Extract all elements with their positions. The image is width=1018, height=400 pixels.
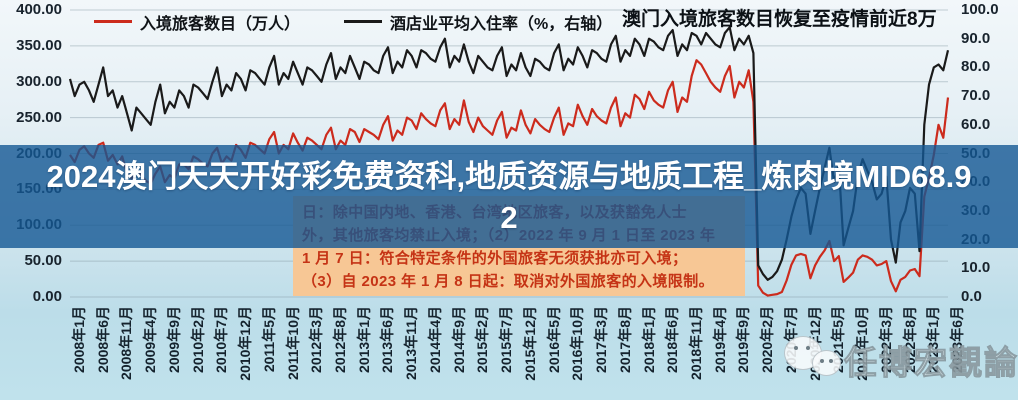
x-tick-label: 2014年9月: [450, 306, 467, 373]
watermark: 任博宏觀論道: [782, 330, 1018, 390]
banner-text-line1: 2024澳门天天开好彩免费资科,地质资源与地质工程_炼肉境MID68.9: [46, 159, 972, 194]
chart-title: 澳门入境旅客数目恢复至疫情前近8万: [622, 9, 937, 30]
x-tick-label: 2008年1月: [71, 306, 87, 373]
x-tick-label: 2013年6月: [379, 306, 396, 373]
x-tick-label: 2015年12月: [521, 306, 538, 381]
x-tick-label: 2017年8月: [616, 306, 633, 373]
visitors-series-label: 入境旅客数目（万人）: [140, 16, 301, 33]
y-right-tick-label: 80.0: [961, 58, 991, 76]
y-left-tick-label: 250.00: [16, 108, 62, 126]
occupancy-series-label: 酒店业平均入住率（%，右轴）: [390, 16, 613, 33]
x-tick-label: 2015年7月: [498, 306, 515, 373]
x-tick-label: 2019年4月: [711, 306, 728, 373]
wechat-bubble-small: [812, 350, 841, 376]
wechat-eye: [806, 346, 810, 350]
x-tick-label: 2017年3月: [593, 306, 610, 373]
x-tick-label: 2012年3月: [308, 306, 325, 373]
wechat-eye: [820, 359, 824, 363]
annotation-line: （3）自 2023 年 1 月 8 日起：取消对外国旅客的入境限制。: [302, 273, 715, 290]
y-right-tick-label: 90.0: [961, 29, 991, 47]
x-tick-label: 2018年1月: [640, 306, 657, 373]
x-tick-label: 2014年4月: [426, 306, 443, 373]
y-left-tick-label: 400.00: [16, 1, 62, 18]
x-tick-label: 2009年9月: [165, 306, 182, 373]
visitors-series-swatch: [94, 20, 132, 23]
annotation-line: 1 月 7 日：符合特定条件的外国旅客无须获批亦可入境；: [302, 250, 688, 267]
x-tick-label: 2010年7月: [213, 306, 230, 373]
x-tick-label: 2013年11月: [403, 306, 420, 380]
x-tick-label: 2020年2月: [759, 306, 776, 373]
occupancy-series-swatch: [344, 20, 382, 23]
x-tick-label: 2008年11月: [118, 306, 135, 380]
y-left-tick-label: 300.00: [16, 72, 62, 90]
x-tick-label: 2010年2月: [189, 306, 206, 373]
y-right-tick-label: 100.0: [961, 1, 999, 18]
y-right-tick-label: 10.0: [961, 259, 991, 277]
x-tick-label: 2013年1月: [355, 306, 372, 373]
x-tick-label: 2011年5月: [260, 306, 277, 373]
y-right-tick-label: 60.0: [961, 115, 991, 133]
legend: 入境旅客数目（万人） 酒店业平均入住率（%，右轴）: [0, 6, 1018, 33]
banner-text-line2: 2: [500, 200, 518, 235]
x-tick-label: 2011年10月: [284, 306, 301, 380]
x-tick-label: 2018年6月: [664, 306, 681, 373]
watermark-text: 任博宏觀論道: [844, 344, 1018, 382]
y-left-tick-label: 0.00: [32, 288, 62, 305]
wechat-eye: [829, 359, 833, 363]
x-tick-label: 2016年5月: [545, 306, 562, 373]
x-tick-label: 2009年4月: [142, 306, 159, 373]
x-tick-label: 2008年6月: [94, 306, 111, 373]
y-left-tick-label: 50.00: [24, 252, 62, 270]
y-left-tick-label: 350.00: [16, 36, 62, 54]
y-right-tick-label: 0.0: [961, 288, 982, 305]
x-tick-label: 2018年11月: [687, 306, 704, 380]
x-tick-label: 2012年8月: [332, 306, 349, 373]
x-tick-label: 2010年12月: [237, 306, 254, 381]
overlay-banner: 2024澳门天天开好彩免费资科,地质资源与地质工程_炼肉境MID68.9 2: [0, 145, 1018, 248]
x-tick-label: 2016年10月: [569, 306, 586, 381]
y-right-tick-label: 70.0: [961, 87, 991, 105]
x-tick-label: 2015年2月: [474, 306, 491, 373]
x-tick-label: 2019年9月: [735, 306, 752, 373]
wechat-eye: [794, 346, 798, 350]
